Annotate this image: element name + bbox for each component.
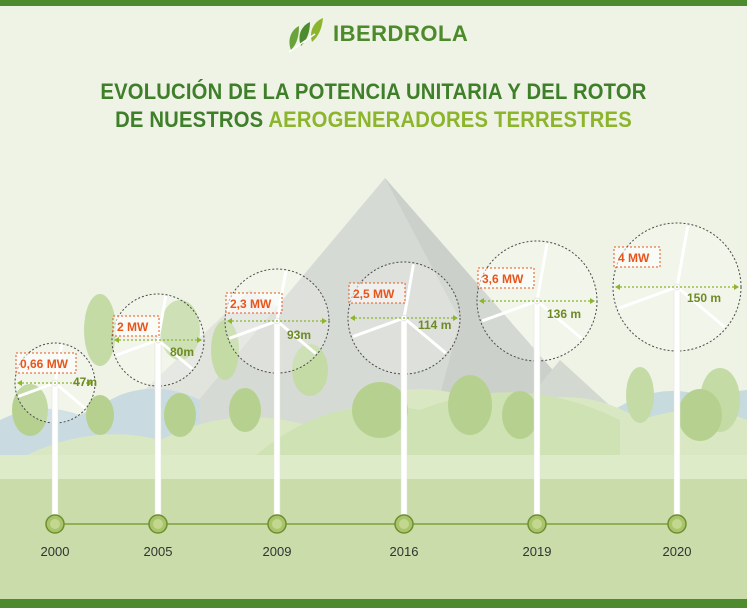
power-box — [225, 292, 283, 314]
turbine-2000: 0,66 MW 47m 2000 — [14, 342, 97, 559]
tower — [400, 317, 408, 517]
iberdrola-logo: IBERDROLA — [285, 14, 468, 54]
arrow-left-icon — [227, 318, 232, 324]
blade — [115, 338, 160, 357]
blade — [156, 338, 193, 370]
blade — [618, 285, 679, 310]
blade — [352, 316, 406, 338]
arrow-left-icon — [350, 315, 355, 321]
power-label: 2 MW — [117, 320, 149, 334]
year-label: 2020 — [663, 544, 692, 559]
timeline-node-inner — [532, 519, 542, 529]
power-box — [15, 352, 77, 374]
brand-name: IBERDROLA — [333, 21, 469, 46]
tower — [51, 382, 59, 517]
turbine-2020: 4 MW 150 m 2020 — [612, 222, 742, 559]
rotor-label: 80m — [170, 345, 194, 359]
power-box — [348, 282, 406, 304]
title-line-2: DE NUESTROS AEROGENERADORES TERRESTRES — [30, 107, 717, 133]
power-box — [477, 267, 535, 289]
turbine-2009: 2,3 MW 93m 2009 — [224, 268, 330, 559]
arrow-left-icon — [479, 298, 484, 304]
rotor-label: 93m — [287, 328, 311, 342]
power-label: 4 MW — [618, 251, 650, 265]
timeline-node-inner — [272, 519, 282, 529]
timeline-node-inner — [672, 519, 682, 529]
turbine-2016: 2,5 MW 114 m 2016 — [347, 261, 461, 559]
blade — [229, 319, 279, 340]
top-bar — [0, 0, 747, 6]
blade — [402, 316, 447, 354]
power-label: 2,5 MW — [353, 287, 395, 301]
blade — [53, 381, 86, 409]
title-line-1: EVOLUCIÓN DE LA POTENCIA UNITARIA Y DEL … — [100, 79, 647, 104]
power-box — [112, 315, 160, 337]
arrow-left-icon — [114, 337, 119, 343]
arrow-right-icon — [322, 318, 327, 324]
year-label: 2019 — [523, 544, 552, 559]
turbine-2019: 3,6 MW 136 m 2019 — [476, 240, 598, 559]
arrow-right-icon — [590, 298, 595, 304]
blade — [17, 381, 57, 398]
power-label: 0,66 MW — [20, 357, 69, 371]
arrow-right-icon — [88, 380, 93, 386]
rotor-label: 114 m — [418, 318, 451, 332]
trees — [84, 294, 740, 432]
power-label: 2,3 MW — [230, 297, 272, 311]
tower — [154, 339, 162, 517]
year-label: 2005 — [144, 544, 173, 559]
blade — [156, 295, 168, 342]
bottom-bar — [0, 599, 747, 608]
timeline-node-inner — [399, 519, 409, 529]
rotor-label: 47m — [73, 375, 97, 389]
arrow-right-icon — [734, 284, 739, 290]
power-box — [613, 246, 661, 268]
blade — [675, 225, 690, 289]
year-label: 2000 — [41, 544, 70, 559]
tower — [273, 320, 281, 517]
rotor-label: 136 m — [547, 307, 581, 321]
arrow-left-icon — [17, 380, 22, 386]
power-label: 3,6 MW — [482, 272, 524, 286]
turbine-2005: 2 MW 80m 2005 — [111, 293, 205, 559]
title-line-2-highlight: AEROGENERADORES TERRESTRES — [268, 107, 632, 132]
blade — [402, 264, 415, 320]
year-label: 2016 — [390, 544, 419, 559]
year-label: 2009 — [263, 544, 292, 559]
tower — [533, 300, 541, 517]
blade — [535, 299, 583, 340]
blade — [275, 319, 317, 355]
title-line-2-start: DE NUESTROS — [115, 107, 269, 132]
arrow-right-icon — [453, 315, 458, 321]
blade — [535, 243, 549, 303]
arrow-right-icon — [197, 337, 202, 343]
tower — [673, 286, 681, 517]
blade — [481, 299, 539, 322]
leaves-icon — [288, 18, 323, 53]
ground — [0, 479, 747, 599]
rotor-label: 150 m — [687, 291, 721, 305]
arrow-left-icon — [615, 284, 620, 290]
blade — [675, 285, 726, 328]
timeline-node-inner — [153, 519, 163, 529]
timeline-node-inner — [50, 519, 60, 529]
